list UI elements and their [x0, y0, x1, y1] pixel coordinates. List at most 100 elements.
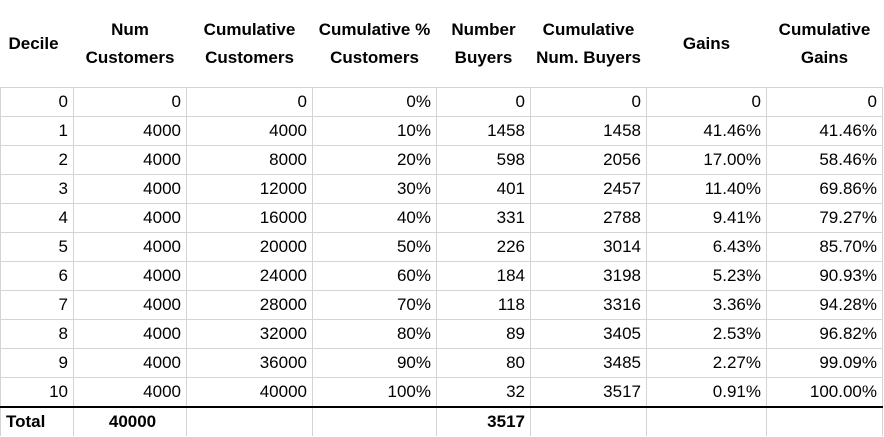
header-cumulative-gains[interactable]: Cumulative Gains — [766, 0, 883, 88]
cell-number-buyers[interactable]: 598 — [436, 145, 531, 175]
cell-num-customers[interactable]: 4000 — [73, 232, 187, 262]
header-number-buyers[interactable]: Number Buyers — [436, 0, 531, 88]
cell-decile[interactable]: 0 — [0, 87, 74, 117]
cell-cumulative-customers[interactable]: 20000 — [186, 232, 313, 262]
cell-number-buyers[interactable]: 80 — [436, 348, 531, 378]
cell-number-buyers[interactable]: 89 — [436, 319, 531, 349]
header-gains[interactable]: Gains — [646, 0, 767, 88]
cell-cumulative-num-buyers[interactable]: 2457 — [530, 174, 647, 204]
cell-cumulative-pct-customers[interactable]: 10% — [312, 116, 437, 146]
cell-cumulative-customers[interactable]: 12000 — [186, 174, 313, 204]
cell-number-buyers[interactable]: 184 — [436, 261, 531, 291]
cell-cumulative-num-buyers[interactable]: 2056 — [530, 145, 647, 175]
cell-cumulative-customers[interactable]: 16000 — [186, 203, 313, 233]
cell-gains[interactable]: 9.41% — [646, 203, 767, 233]
total-empty-cell[interactable] — [530, 406, 647, 436]
cell-cumulative-num-buyers[interactable]: 3517 — [530, 377, 647, 408]
cell-gains[interactable]: 3.36% — [646, 290, 767, 320]
cell-cumulative-pct-customers[interactable]: 80% — [312, 319, 437, 349]
cell-cumulative-gains[interactable]: 96.82% — [766, 319, 883, 349]
cell-cumulative-gains[interactable]: 69.86% — [766, 174, 883, 204]
cell-cumulative-customers[interactable]: 40000 — [186, 377, 313, 408]
cell-gains[interactable]: 0.91% — [646, 377, 767, 408]
cell-cumulative-customers[interactable]: 4000 — [186, 116, 313, 146]
cell-cumulative-gains[interactable]: 99.09% — [766, 348, 883, 378]
cell-number-buyers[interactable]: 401 — [436, 174, 531, 204]
header-cumulative-pct-customers[interactable]: Cumulative % Customers — [312, 0, 437, 88]
cell-cumulative-gains[interactable]: 94.28% — [766, 290, 883, 320]
total-empty-cell[interactable] — [646, 406, 767, 436]
header-decile[interactable]: Decile — [0, 0, 74, 88]
cell-cumulative-gains[interactable]: 79.27% — [766, 203, 883, 233]
cell-cumulative-num-buyers[interactable]: 0 — [530, 87, 647, 117]
cell-cumulative-num-buyers[interactable]: 3485 — [530, 348, 647, 378]
cell-cumulative-pct-customers[interactable]: 50% — [312, 232, 437, 262]
cell-cumulative-num-buyers[interactable]: 3405 — [530, 319, 647, 349]
total-empty-cell[interactable] — [312, 406, 437, 436]
cell-number-buyers[interactable]: 32 — [436, 377, 531, 408]
cell-cumulative-customers[interactable]: 0 — [186, 87, 313, 117]
cell-cumulative-pct-customers[interactable]: 60% — [312, 261, 437, 291]
cell-decile[interactable]: 1 — [0, 116, 74, 146]
header-cumulative-num-buyers[interactable]: Cumulative Num. Buyers — [530, 0, 647, 88]
cell-cumulative-customers[interactable]: 28000 — [186, 290, 313, 320]
cell-cumulative-customers[interactable]: 24000 — [186, 261, 313, 291]
cell-gains[interactable]: 41.46% — [646, 116, 767, 146]
cell-cumulative-pct-customers[interactable]: 90% — [312, 348, 437, 378]
total-num-customers[interactable]: 40000 — [73, 406, 187, 436]
cell-cumulative-pct-customers[interactable]: 30% — [312, 174, 437, 204]
total-label[interactable]: Total — [0, 406, 74, 436]
cell-num-customers[interactable]: 4000 — [73, 290, 187, 320]
cell-gains[interactable]: 11.40% — [646, 174, 767, 204]
cell-cumulative-gains[interactable]: 100.00% — [766, 377, 883, 408]
header-cumulative-customers[interactable]: Cumulative Customers — [186, 0, 313, 88]
cell-gains[interactable]: 6.43% — [646, 232, 767, 262]
cell-decile[interactable]: 7 — [0, 290, 74, 320]
cell-num-customers[interactable]: 4000 — [73, 261, 187, 291]
cell-cumulative-pct-customers[interactable]: 100% — [312, 377, 437, 408]
total-empty-cell[interactable] — [766, 406, 883, 436]
cell-number-buyers[interactable]: 118 — [436, 290, 531, 320]
cell-decile[interactable]: 6 — [0, 261, 74, 291]
cell-decile[interactable]: 3 — [0, 174, 74, 204]
cell-decile[interactable]: 8 — [0, 319, 74, 349]
cell-num-customers[interactable]: 4000 — [73, 145, 187, 175]
cell-decile[interactable]: 9 — [0, 348, 74, 378]
cell-num-customers[interactable]: 0 — [73, 87, 187, 117]
cell-num-customers[interactable]: 4000 — [73, 116, 187, 146]
cell-cumulative-pct-customers[interactable]: 20% — [312, 145, 437, 175]
cell-decile[interactable]: 4 — [0, 203, 74, 233]
cell-cumulative-gains[interactable]: 90.93% — [766, 261, 883, 291]
cell-cumulative-pct-customers[interactable]: 70% — [312, 290, 437, 320]
cell-number-buyers[interactable]: 331 — [436, 203, 531, 233]
cell-num-customers[interactable]: 4000 — [73, 377, 187, 408]
cell-number-buyers[interactable]: 0 — [436, 87, 531, 117]
cell-cumulative-customers[interactable]: 36000 — [186, 348, 313, 378]
cell-cumulative-customers[interactable]: 8000 — [186, 145, 313, 175]
total-empty-cell[interactable] — [186, 406, 313, 436]
cell-cumulative-num-buyers[interactable]: 3316 — [530, 290, 647, 320]
cell-num-customers[interactable]: 4000 — [73, 348, 187, 378]
cell-cumulative-pct-customers[interactable]: 0% — [312, 87, 437, 117]
cell-gains[interactable]: 17.00% — [646, 145, 767, 175]
cell-gains[interactable]: 0 — [646, 87, 767, 117]
cell-number-buyers[interactable]: 1458 — [436, 116, 531, 146]
cell-cumulative-num-buyers[interactable]: 3198 — [530, 261, 647, 291]
cell-num-customers[interactable]: 4000 — [73, 203, 187, 233]
cell-decile[interactable]: 2 — [0, 145, 74, 175]
header-num-customers[interactable]: Num Customers — [73, 0, 187, 88]
cell-cumulative-gains[interactable]: 85.70% — [766, 232, 883, 262]
cell-gains[interactable]: 2.53% — [646, 319, 767, 349]
cell-cumulative-gains[interactable]: 58.46% — [766, 145, 883, 175]
cell-cumulative-gains[interactable]: 0 — [766, 87, 883, 117]
cell-cumulative-pct-customers[interactable]: 40% — [312, 203, 437, 233]
cell-decile[interactable]: 10 — [0, 377, 74, 408]
cell-number-buyers[interactable]: 226 — [436, 232, 531, 262]
total-number-buyers[interactable]: 3517 — [436, 406, 531, 436]
cell-cumulative-customers[interactable]: 32000 — [186, 319, 313, 349]
cell-num-customers[interactable]: 4000 — [73, 319, 187, 349]
cell-cumulative-num-buyers[interactable]: 3014 — [530, 232, 647, 262]
cell-gains[interactable]: 2.27% — [646, 348, 767, 378]
cell-decile[interactable]: 5 — [0, 232, 74, 262]
cell-num-customers[interactable]: 4000 — [73, 174, 187, 204]
